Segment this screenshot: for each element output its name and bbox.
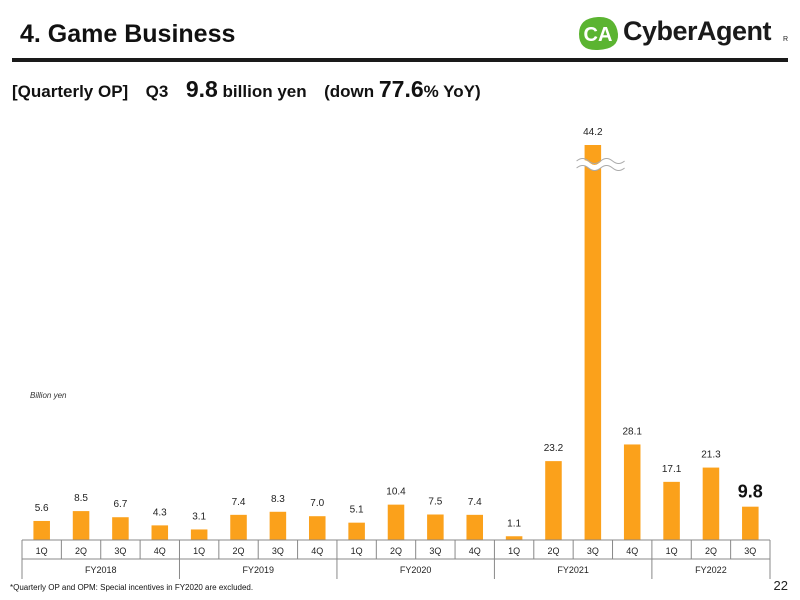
summary-change-suffix: % YoY) <box>423 82 481 101</box>
data-label-FY2018-3Q: 6.7 <box>113 499 127 510</box>
group-label-FY2022: FY2022 <box>695 565 727 575</box>
data-label-FY2020-3Q: 7.5 <box>428 497 442 508</box>
bar-FY2019-4Q <box>308 516 326 540</box>
tick-label-FY2022-1Q: 1Q <box>666 546 678 556</box>
tick-label-FY2019-2Q: 2Q <box>233 546 245 556</box>
bar-FY2021-4Q <box>623 444 641 540</box>
data-label-FY2021-2Q: 23.2 <box>544 443 564 454</box>
data-label-FY2018-4Q: 4.3 <box>153 507 167 518</box>
data-label-FY2020-2Q: 10.4 <box>386 487 406 498</box>
tick-label-FY2018-4Q: 4Q <box>154 546 166 556</box>
bar-FY2020-2Q <box>387 504 405 540</box>
tick-label-FY2018-1Q: 1Q <box>36 546 48 556</box>
data-label-FY2022-2Q: 21.3 <box>701 450 721 461</box>
tick-label-FY2018-2Q: 2Q <box>75 546 87 556</box>
bar-FY2018-1Q <box>33 520 50 540</box>
axis-break-line-lower <box>576 165 625 171</box>
header-divider <box>12 58 788 62</box>
tick-label-FY2021-4Q: 4Q <box>626 546 638 556</box>
bar-FY2022-2Q <box>702 467 720 540</box>
summary-change-prefix: (down <box>324 82 375 101</box>
bar-FY2021-3Q <box>584 145 602 540</box>
summary-label: [Quarterly OP] <box>12 82 129 101</box>
data-label-FY2019-3Q: 8.3 <box>271 494 285 505</box>
logo-text: CyberAgent <box>623 16 772 46</box>
quarterly-op-summary: [Quarterly OP] Q3 9.8 billion yen (down … <box>12 76 481 103</box>
group-label-FY2018: FY2018 <box>85 565 117 575</box>
bar-FY2021-1Q <box>505 536 523 540</box>
tick-label-FY2020-3Q: 3Q <box>429 546 441 556</box>
bar-FY2020-3Q <box>427 514 444 540</box>
data-label-FY2022-1Q: 17.1 <box>662 464 682 475</box>
bar-FY2018-2Q <box>72 511 90 540</box>
bar-FY2021-2Q <box>545 461 562 540</box>
data-label-FY2018-1Q: 5.6 <box>35 503 49 514</box>
tick-label-FY2018-3Q: 3Q <box>114 546 126 556</box>
data-label-FY2022-3Q: 9.8 <box>738 482 763 502</box>
bar-FY2020-1Q <box>348 522 365 540</box>
data-label-FY2021-3Q: 44.2 <box>583 127 603 138</box>
bar-FY2018-4Q <box>151 525 169 540</box>
tick-label-FY2019-3Q: 3Q <box>272 546 284 556</box>
logo-mark-icon: CA <box>579 16 619 51</box>
y-axis-label: Billion yen <box>30 391 67 400</box>
data-label-FY2021-1Q: 1.1 <box>507 518 521 529</box>
data-label-FY2019-1Q: 3.1 <box>192 511 206 522</box>
page-number: 22 <box>773 578 788 593</box>
tick-label-FY2022-3Q: 3Q <box>744 546 756 556</box>
group-label-FY2021: FY2021 <box>557 565 589 575</box>
tick-label-FY2020-4Q: 4Q <box>469 546 481 556</box>
axis-break-line-upper <box>576 158 625 164</box>
tick-label-FY2019-1Q: 1Q <box>193 546 205 556</box>
tick-label-FY2020-2Q: 2Q <box>390 546 402 556</box>
group-label-FY2020: FY2020 <box>400 565 432 575</box>
summary-change-value: 77.6 <box>378 76 424 102</box>
tick-label-FY2019-4Q: 4Q <box>311 546 323 556</box>
logo-mark-text: CA <box>584 24 613 46</box>
data-label-FY2020-1Q: 5.1 <box>350 505 364 516</box>
axis-break-mask <box>574 160 627 170</box>
logo-registered-mark: R <box>783 36 789 43</box>
data-label-FY2019-4Q: 7.0 <box>310 498 324 509</box>
bar-FY2020-4Q <box>466 514 484 540</box>
bar-FY2019-3Q <box>269 511 287 540</box>
bar-FY2019-1Q <box>190 529 208 540</box>
group-label-FY2019: FY2019 <box>242 565 274 575</box>
summary-quarter: Q3 <box>145 82 169 101</box>
bar-FY2018-3Q <box>112 517 129 540</box>
tick-label-FY2022-2Q: 2Q <box>705 546 717 556</box>
tick-label-FY2020-1Q: 1Q <box>351 546 363 556</box>
data-label-FY2021-4Q: 28.1 <box>622 426 642 437</box>
data-label-FY2018-2Q: 8.5 <box>74 493 88 504</box>
tick-label-FY2021-1Q: 1Q <box>508 546 520 556</box>
data-label-FY2019-2Q: 7.4 <box>232 497 246 508</box>
cyberagent-logo: CA CyberAgent R <box>576 14 791 52</box>
bar-FY2019-2Q <box>230 514 247 540</box>
page-title: 4. Game Business <box>20 20 236 48</box>
data-label-FY2020-4Q: 7.4 <box>468 497 482 508</box>
summary-value: 9.8 <box>185 76 218 102</box>
footnote: *Quarterly OP and OPM: Special incentive… <box>10 583 254 592</box>
bar-FY2022-1Q <box>663 481 680 540</box>
bar-FY2022-3Q <box>742 506 759 540</box>
tick-label-FY2021-3Q: 3Q <box>587 546 599 556</box>
tick-label-FY2021-2Q: 2Q <box>547 546 559 556</box>
summary-unit: billion yen <box>222 82 307 101</box>
